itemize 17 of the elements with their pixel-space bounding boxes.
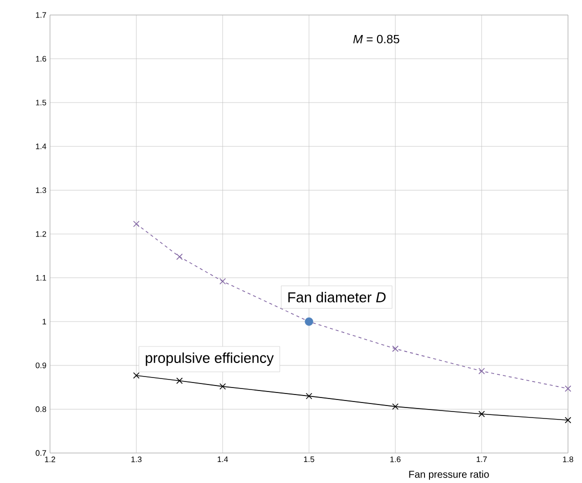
point (564, 385, 572, 392)
series-label: Fan diameter D (288, 292, 386, 302)
point (219, 278, 226, 284)
point (176, 253, 183, 260)
point (176, 377, 183, 384)
point (478, 410, 485, 418)
annotation: M = 0.85 (353, 34, 400, 44)
point (478, 368, 485, 374)
point (564, 416, 572, 424)
point (133, 372, 140, 379)
point (133, 220, 140, 228)
series-label: propulsive efficiency (146, 352, 274, 366)
x-axis-title: Fan pressure ratio (409, 470, 489, 480)
point (306, 392, 312, 400)
point (392, 403, 399, 410)
point (219, 383, 226, 390)
point (392, 345, 399, 352)
